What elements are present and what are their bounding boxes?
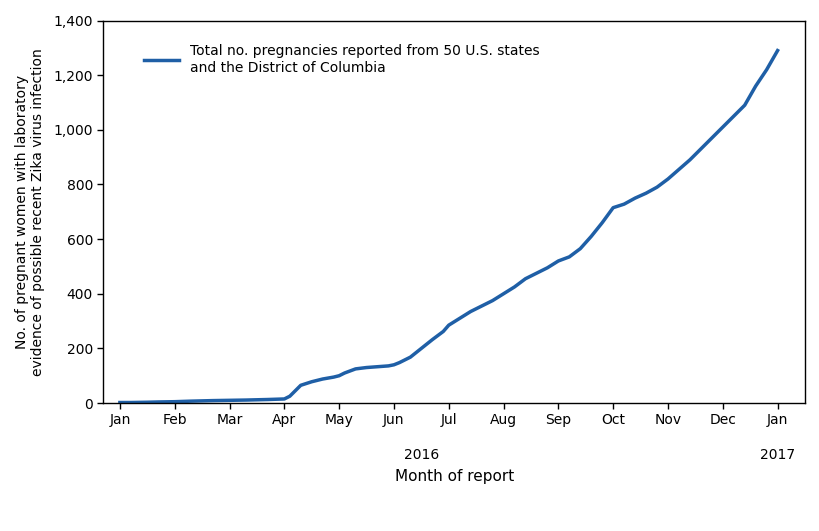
Text: 2017: 2017	[759, 448, 794, 461]
Total no. pregnancies reported from 50 U.S. states
and the District of Columbia	[509, 284, 518, 290]
Line: Total no. pregnancies reported from 50 U.S. states
and the District of Columbia: Total no. pregnancies reported from 50 U…	[120, 50, 776, 402]
Text: 2016: 2016	[403, 448, 438, 461]
Total no. pregnancies reported from 50 U.S. states
and the District of Columbia	[465, 309, 475, 315]
Total no. pregnancies reported from 50 U.S. states
and the District of Columbia	[684, 157, 694, 163]
Total no. pregnancies reported from 50 U.S. states
and the District of Columbia	[771, 47, 781, 54]
X-axis label: Month of report: Month of report	[394, 469, 514, 484]
Total no. pregnancies reported from 50 U.S. states
and the District of Columbia	[284, 393, 294, 399]
Total no. pregnancies reported from 50 U.S. states
and the District of Columbia	[115, 399, 124, 406]
Legend: Total no. pregnancies reported from 50 U.S. states
and the District of Columbia: Total no. pregnancies reported from 50 U…	[138, 39, 545, 80]
Y-axis label: No. of pregnant women with laboratory
evidence of possible recent Zika virus inf: No. of pregnant women with laboratory ev…	[15, 48, 45, 375]
Total no. pregnancies reported from 50 U.S. states
and the District of Columbia	[361, 364, 371, 371]
Total no. pregnancies reported from 50 U.S. states
and the District of Columbia	[296, 382, 305, 389]
